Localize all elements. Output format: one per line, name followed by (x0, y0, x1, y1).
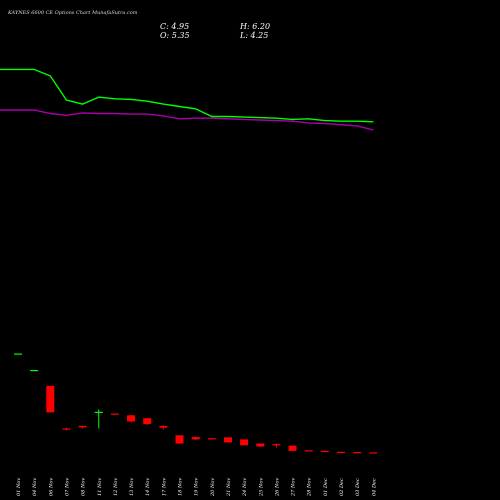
candle (159, 425, 168, 430)
candle (78, 425, 87, 429)
candle (369, 452, 378, 454)
low-value: L: 4.25 (240, 31, 269, 40)
x-tick-label: 14 Nov (145, 478, 151, 496)
candle-body (14, 353, 22, 355)
avg-long-line (0, 109, 374, 131)
candle-body (159, 425, 168, 428)
candle (256, 443, 265, 448)
candle (272, 443, 281, 448)
candle-body (143, 418, 152, 425)
x-tick-label: 28 Nov (307, 478, 313, 497)
candle (110, 413, 119, 415)
x-tick-label: 19 Nov (194, 478, 200, 496)
x-tick-label: 13 Nov (129, 478, 135, 496)
candle (288, 445, 297, 452)
x-tick-label: 26 Nov (274, 478, 280, 497)
x-tick-label: 18 Nov (178, 478, 184, 496)
candle (240, 439, 249, 446)
chart-title: KAYNES 6600 CE Options Chart MunafaSutra… (8, 10, 138, 16)
candle-body (353, 452, 362, 454)
candle-body (288, 445, 297, 451)
candle-body (320, 450, 329, 453)
candle-body (304, 450, 313, 452)
x-tick-label: 24 Nov (242, 478, 248, 497)
x-axis-labels: 01 Nov 04 Nov 06 Nov 07 Nov 08 Nov 11 Nov 12 N… (16, 478, 377, 497)
candle (353, 452, 362, 454)
candle-body (110, 413, 119, 415)
x-tick-label: 12 Nov (113, 478, 119, 496)
x-tick-label: 25 Nov (258, 478, 264, 497)
candle-body (272, 444, 281, 446)
candle (94, 409, 103, 429)
avg-short-line (0, 68, 374, 123)
candle-body (78, 425, 87, 428)
x-tick-label: 06 Nov (48, 478, 54, 496)
x-tick-label: 11 Nov (97, 478, 103, 496)
candle-body (369, 452, 378, 454)
candle-body (191, 437, 200, 440)
candle-body (94, 411, 103, 413)
candle-body (337, 451, 345, 453)
candle-body (62, 428, 71, 430)
candle-body (207, 438, 216, 440)
candle (62, 427, 71, 431)
x-tick-label: 03 Dec (355, 478, 361, 496)
x-tick-label: 01 Dec (323, 478, 329, 496)
moving-average-lines (0, 68, 374, 131)
candle-body (240, 439, 249, 446)
candle-body (46, 385, 55, 413)
candle (46, 385, 55, 413)
candle (14, 353, 22, 355)
candle (191, 436, 200, 440)
x-tick-label: 01 Nov (16, 478, 22, 496)
x-tick-label: 07 Nov (64, 478, 70, 496)
candle (175, 435, 184, 444)
candle-body (256, 443, 265, 447)
open-value: O: 5.35 (160, 31, 190, 40)
candles (14, 353, 378, 454)
x-tick-label: 17 Nov (161, 478, 167, 496)
x-tick-label: 27 Nov (291, 478, 297, 497)
candle-body (175, 435, 184, 444)
x-tick-label: 02 Dec (339, 478, 345, 496)
x-tick-label: 21 Nov (226, 478, 232, 497)
x-tick-label: 08 Nov (81, 478, 87, 496)
candle-body (127, 415, 136, 422)
candle (127, 415, 136, 423)
candle (223, 437, 232, 443)
x-tick-label: 04 Nov (32, 478, 38, 496)
candle (143, 418, 152, 425)
candle (320, 450, 329, 453)
candle (207, 438, 216, 440)
high-value: H: 6.20 (240, 22, 271, 31)
candle (337, 451, 345, 453)
candle (304, 450, 313, 452)
x-tick-label: 20 Nov (210, 478, 216, 497)
candle-body (223, 437, 232, 443)
x-tick-label: 04 Dec (371, 478, 377, 496)
close-value: C: 4.95 (160, 22, 190, 31)
candle-body (30, 370, 39, 372)
candle (30, 370, 39, 372)
